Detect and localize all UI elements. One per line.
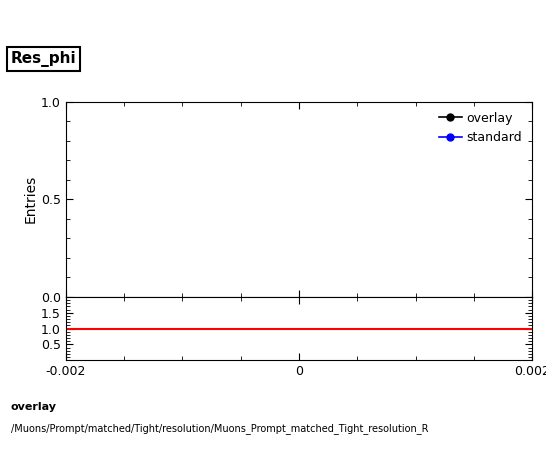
Legend: overlay, standard: overlay, standard xyxy=(436,108,526,148)
Text: overlay: overlay xyxy=(11,402,57,412)
Text: Res_phi: Res_phi xyxy=(11,51,76,67)
Y-axis label: Entries: Entries xyxy=(24,175,38,224)
Text: /Muons/Prompt/matched/Tight/resolution/Muons_Prompt_matched_Tight_resolution_R: /Muons/Prompt/matched/Tight/resolution/M… xyxy=(11,423,429,434)
